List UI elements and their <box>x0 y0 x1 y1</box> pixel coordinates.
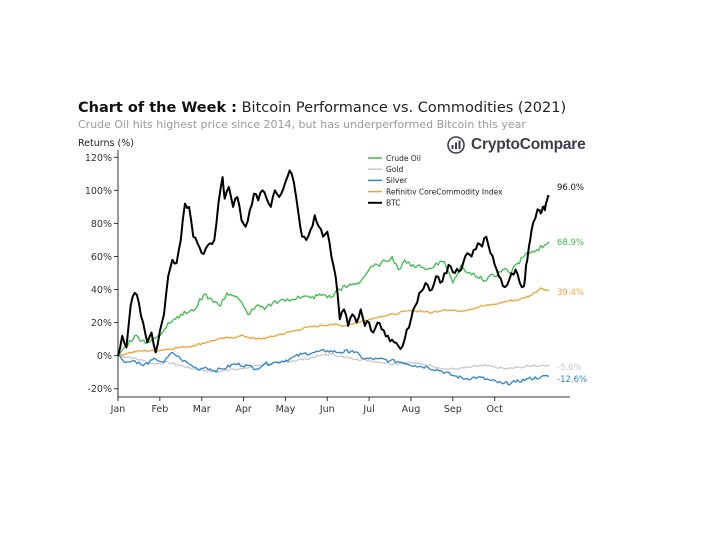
chart-legend: Crude Oil Gold Silver Refinitiv CoreCommodi… <box>368 154 503 208</box>
legend-label: Gold <box>386 165 403 174</box>
chart-axes: Returns (%) 120% 100% 80% 60% 40% 20% 0% -20% Jan… <box>78 138 570 415</box>
legend-label: Refinitiv CoreCommodity Index <box>386 187 503 196</box>
series-line-silver <box>117 349 550 386</box>
chart-title: Chart of the Week : Bitcoin Performance … <box>78 100 598 116</box>
x-tick-label: Feb <box>151 404 168 415</box>
x-tick-label: May <box>276 404 296 415</box>
chart-end-labels: 68.9% -5.6% -12.6% 39.4% 96.0% <box>557 183 587 385</box>
y-tick-label: 80% <box>91 219 112 230</box>
series-line-refinitiv-corecommodity-index <box>117 287 550 357</box>
title-block: Chart of the Week : Bitcoin Performance … <box>78 100 598 131</box>
end-label-refinitiv-corecommodity-index: 39.4% <box>557 288 584 298</box>
end-label-btc: 96.0% <box>557 183 584 193</box>
end-label-silver: -12.6% <box>557 375 587 385</box>
x-tick-label: Jun <box>319 404 335 415</box>
legend-label: BTC <box>386 199 401 208</box>
x-tick-label: Jul <box>362 404 374 415</box>
x-tick-label: Sep <box>444 404 462 415</box>
chart-series <box>117 169 550 386</box>
y-tick-label: 120% <box>85 153 112 164</box>
x-tick-label: Apr <box>235 404 252 415</box>
series-line-gold <box>117 352 550 374</box>
brand-logo: CryptoCompare <box>446 136 586 154</box>
x-tick-label: Jan <box>110 404 126 415</box>
chart-title-rest: Bitcoin Performance vs. Commodities (202… <box>236 100 567 116</box>
end-label-crude-oil: 68.9% <box>557 238 584 248</box>
end-label-gold: -5.6% <box>557 363 582 373</box>
y-tick-label: 40% <box>91 285 112 296</box>
chart-subtitle: Crude Oil hits highest price since 2014,… <box>78 118 526 131</box>
brand-name: CryptoCompare <box>471 136 586 153</box>
series-line-crude-oil <box>117 241 550 357</box>
y-tick-label: 100% <box>85 186 112 197</box>
y-tick-label: 0% <box>97 351 112 362</box>
cryptocompare-logo-icon <box>447 136 465 154</box>
y-tick-label: -20% <box>87 384 112 395</box>
legend-label: Crude Oil <box>386 154 421 163</box>
x-tick-label: Oct <box>486 404 503 415</box>
legend-label: Silver <box>386 176 408 185</box>
y-tick-label: 20% <box>91 318 112 329</box>
y-tick-label: 60% <box>91 252 112 263</box>
chart-title-bold: Chart of the Week : <box>78 100 237 116</box>
series-line-btc <box>117 169 550 356</box>
x-tick-label: Aug <box>402 404 421 415</box>
x-tick-label: Mar <box>193 404 211 415</box>
y-axis-label: Returns (%) <box>78 138 134 149</box>
